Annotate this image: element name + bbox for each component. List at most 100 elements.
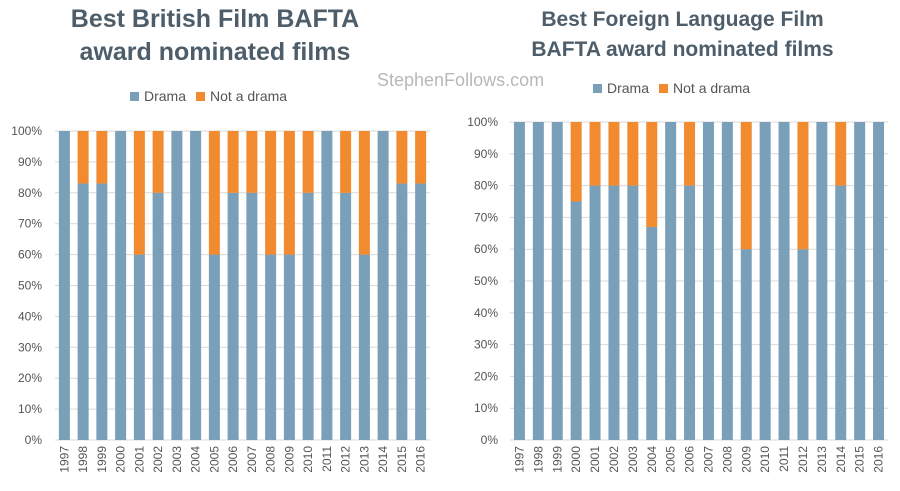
x-tick-label: 2014: [376, 446, 390, 473]
bar-not-drama: [283, 131, 295, 255]
chart-left-title: Best British Film BAFTA award nominated …: [40, 3, 390, 69]
bar-drama: [608, 185, 620, 440]
x-tick-label: 2004: [189, 446, 203, 473]
x-tick-label: 2002: [607, 446, 621, 473]
x-tick-label: 1998: [76, 446, 90, 473]
bar-not-drama: [835, 122, 847, 186]
bar-not-drama: [415, 131, 427, 184]
chart-left-panel: Best British Film BAFTA award nominated …: [0, 0, 445, 491]
y-tick-label: 30%: [474, 338, 498, 352]
y-tick-label: 30%: [18, 340, 42, 354]
y-tick-label: 10%: [474, 401, 498, 415]
x-tick-label: 2008: [720, 446, 734, 473]
bar-drama: [115, 131, 127, 440]
y-tick-label: 100%: [467, 115, 498, 129]
bar-not-drama: [133, 131, 145, 255]
bar-drama: [551, 122, 563, 440]
bar-not-drama: [608, 122, 620, 186]
chart-left-plot: 0% 10% 20% 30% 40% 50% 60% 70% 80% 90% 100% 1997 199…: [11, 124, 430, 473]
bar-drama: [96, 183, 108, 440]
y-tick-label: 20%: [18, 371, 42, 385]
x-tick-label: 2005: [664, 446, 678, 473]
legend-item-drama: Drama: [130, 88, 186, 104]
bar-drama: [873, 122, 885, 440]
bar-not-drama: [570, 122, 582, 202]
x-tick-label: 2013: [815, 446, 829, 473]
x-tick-label: 2000: [114, 446, 128, 473]
bar-drama: [227, 192, 239, 440]
chart-right-panel: Best Foreign Language Film BAFTA award n…: [445, 0, 900, 491]
bar-drama: [854, 122, 866, 440]
chart-left-title-line-1: Best British Film BAFTA: [70, 5, 360, 33]
bar-drama: [513, 122, 525, 440]
x-tick-label: 2001: [132, 446, 146, 473]
y-tick-label: 40%: [474, 306, 498, 320]
bar-drama: [589, 185, 601, 440]
bar-drama: [77, 183, 89, 440]
x-tick-label: 2005: [207, 446, 221, 473]
x-tick-label: 1998: [531, 446, 545, 473]
bar-drama: [702, 122, 714, 440]
bar-drama: [265, 254, 277, 440]
y-tick-label: 60%: [474, 242, 498, 256]
x-tick-label: 2004: [645, 446, 659, 473]
legend-swatch-not-drama: [196, 91, 206, 101]
x-tick-label: 2003: [626, 446, 640, 473]
x-tick-label: 1999: [95, 446, 109, 473]
bar-not-drama: [96, 131, 108, 184]
x-tick-label: 2008: [264, 446, 278, 473]
bar-drama: [246, 192, 258, 440]
x-tick-label: 2012: [796, 446, 810, 473]
x-tick-label: 2006: [683, 446, 697, 473]
bar-drama: [721, 122, 733, 440]
bar-drama: [340, 192, 352, 440]
y-tick-label: 50%: [18, 279, 42, 293]
y-tick-label: 50%: [474, 274, 498, 288]
bar-drama: [684, 185, 696, 440]
chart-left-legend: Drama Not a drama: [130, 88, 287, 104]
bar-not-drama: [208, 131, 220, 255]
bar-not-drama: [684, 122, 696, 186]
bar-not-drama: [246, 131, 258, 193]
bar-drama: [377, 131, 389, 440]
x-tick-label: 2009: [739, 446, 753, 473]
x-tick-label: 1999: [550, 446, 564, 473]
x-tick-label: 2016: [414, 446, 428, 473]
bar-drama: [816, 122, 828, 440]
bar-not-drama: [797, 122, 809, 250]
x-tick-label: 2011: [777, 446, 791, 472]
bar-not-drama: [152, 131, 164, 193]
bar-not-drama: [589, 122, 601, 186]
chart-left-title-line-2: award nominated films: [79, 38, 351, 66]
legend-label-not-drama: Not a drama: [210, 88, 288, 104]
y-tick-label: 90%: [18, 155, 42, 169]
bar-drama: [797, 249, 809, 440]
legend-label-not-drama: Not a drama: [673, 80, 751, 96]
y-tick-label: 70%: [18, 217, 42, 231]
y-tick-label: 60%: [18, 248, 42, 262]
bar-drama: [835, 185, 847, 440]
y-tick-label: 40%: [18, 309, 42, 323]
x-tick-label: 2010: [301, 446, 315, 473]
x-tick-label: 2014: [834, 446, 848, 473]
x-tick-label: 2009: [282, 446, 296, 473]
bar-not-drama: [740, 122, 752, 250]
chart-right-title: Best Foreign Language Film BAFTA award n…: [475, 5, 890, 65]
bar-drama: [415, 183, 427, 440]
x-tick-label: 2007: [245, 446, 259, 473]
bar-drama: [532, 122, 544, 440]
chart-right-legend: Drama Not a drama: [593, 80, 750, 96]
bar-not-drama: [227, 131, 239, 193]
bar-drama: [627, 185, 639, 440]
legend-swatch-drama: [593, 83, 602, 93]
bar-drama: [190, 131, 202, 440]
bar-drama: [358, 254, 370, 440]
x-tick-label: 2016: [872, 446, 886, 473]
y-tick-label: 80%: [474, 179, 498, 193]
x-tick-label: 2015: [853, 446, 867, 473]
bar-not-drama: [627, 122, 639, 186]
x-tick-label: 1997: [57, 446, 71, 473]
y-tick-label: 80%: [18, 186, 42, 200]
bar-drama: [58, 131, 70, 440]
y-tick-label: 10%: [18, 402, 42, 416]
